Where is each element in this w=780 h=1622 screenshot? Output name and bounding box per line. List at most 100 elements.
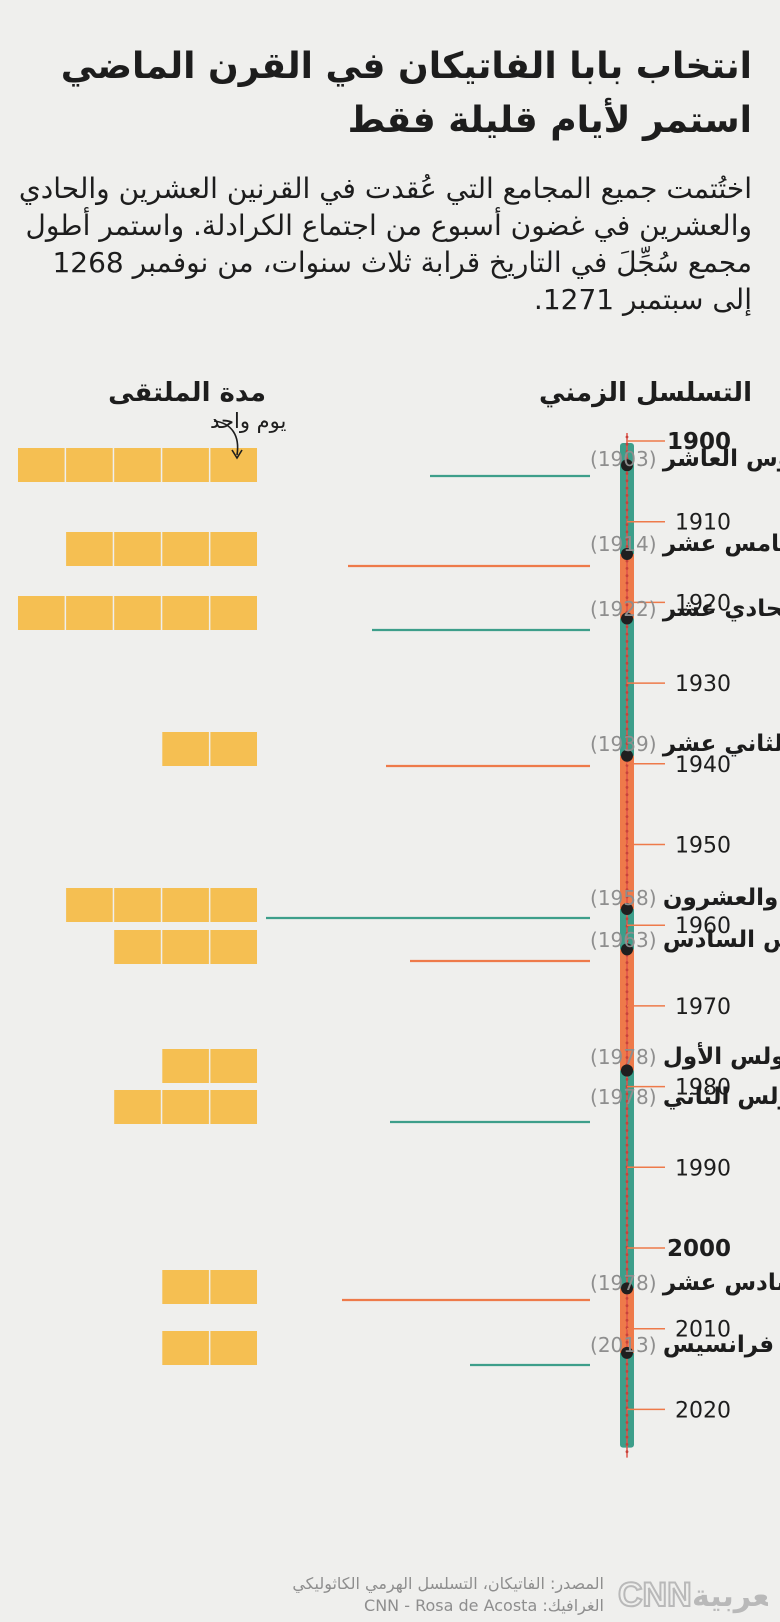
- duration-day-block: [114, 596, 161, 630]
- timeline-dot: [625, 1275, 629, 1278]
- pope-year: (1978): [590, 1085, 663, 1109]
- pope-name: بيوس الثاني عشر: [662, 731, 780, 757]
- timeline-dot: [625, 727, 629, 731]
- axis-label-1940: 1940: [675, 753, 731, 778]
- pope-marker-1: [621, 547, 633, 560]
- timeline-dot: [625, 1253, 629, 1256]
- duration-header: مدة الملتقى: [108, 378, 266, 408]
- duration-day-block: [162, 732, 209, 766]
- timeline-dot: [625, 1238, 629, 1242]
- one-day-arrowhead: [231, 449, 243, 460]
- pope-label-9: فرانسيس (2013): [590, 1332, 774, 1358]
- pope-year: (1914): [590, 532, 663, 556]
- timeline-dot: [625, 1421, 629, 1424]
- timeline-dot: [625, 866, 629, 870]
- timeline-dot: [625, 486, 629, 490]
- timeline-dot: [625, 523, 629, 526]
- timeline-dot: [625, 1260, 629, 1264]
- timeline-dot: [625, 545, 629, 548]
- timeline-dot: [625, 588, 629, 592]
- timeline-dot: [625, 581, 629, 585]
- timeline-dot: [625, 479, 629, 483]
- timeline-dot: [625, 1202, 629, 1205]
- pope-marker-0: [621, 459, 633, 472]
- timeline-dot: [625, 873, 629, 877]
- timeline-dot: [625, 1143, 629, 1147]
- timeline-dot: [625, 537, 629, 541]
- timeline-dot: [625, 1107, 629, 1110]
- timeline-dot: [625, 713, 629, 716]
- axis-label-1990: 1990: [675, 1156, 731, 1181]
- timeline-dot: [625, 654, 629, 658]
- timeline-dot: [625, 975, 629, 979]
- pope-label-8: بندكت السادس عشر (1978): [590, 1270, 780, 1296]
- timeline-dot: [625, 494, 629, 497]
- logo-text: CNN: [618, 1576, 692, 1614]
- axis-label-2010: 2010: [675, 1318, 731, 1343]
- timeline-dot: [625, 501, 629, 505]
- axis-label-1900: 1900: [667, 429, 731, 455]
- duration-day-block: [162, 1090, 209, 1124]
- pope-label-5: بولس السادس (1963): [590, 927, 780, 953]
- timeline-dot: [625, 720, 629, 724]
- timeline-dot: [625, 1187, 629, 1191]
- timeline-dot: [625, 1406, 629, 1410]
- duration-day-block: [66, 448, 113, 482]
- axis-label-2020: 2020: [675, 1398, 731, 1423]
- timeline-dot: [625, 647, 629, 651]
- pope-year: (1963): [590, 928, 663, 952]
- timeline-dot: [625, 567, 629, 570]
- timeline-dot: [625, 771, 629, 775]
- timeline-dot: [625, 1340, 629, 1344]
- pope-name: يوحنا بولس الأول: [663, 1041, 780, 1070]
- timeline-dot: [625, 983, 629, 986]
- pope-name: يوحنا الثالث والعشرون: [663, 885, 780, 911]
- timeline-dot: [625, 932, 629, 935]
- timeline-dot: [625, 1209, 629, 1213]
- pope-marker-9: [621, 1346, 633, 1359]
- timeline-dot: [625, 1121, 629, 1125]
- timeline-dot: [625, 1413, 629, 1417]
- timeline-dot: [625, 442, 629, 446]
- duration-day-block: [114, 448, 161, 482]
- timeline-dot: [625, 1391, 629, 1395]
- timeline-dot: [625, 895, 629, 899]
- duration-day-block: [66, 888, 113, 922]
- timeline-dot: [625, 1026, 629, 1030]
- duration-day-block: [66, 596, 113, 630]
- pope-name: بولس السادس: [663, 927, 780, 953]
- timeline-dot: [625, 851, 629, 855]
- pope-label-3: بيوس الثاني عشر (1939): [590, 731, 780, 757]
- pope-year: (1903): [590, 447, 663, 471]
- timeline-dot: [625, 968, 629, 972]
- duration-day-block: [66, 532, 113, 566]
- pope-marker-8: [621, 1282, 633, 1295]
- pope-label-0: بيوس العاشر (1903): [590, 446, 780, 472]
- timeline-dot: [625, 1443, 629, 1446]
- timeline-dot: [625, 1384, 629, 1388]
- timeline-dot: [625, 1019, 629, 1023]
- page-subtitle: اختُتمت جميع المجامع التي عُقدت في القرن…: [18, 172, 752, 316]
- duration-day-block: [210, 1049, 257, 1083]
- timeline-dot: [625, 1318, 629, 1322]
- timeline-dot: [625, 1129, 629, 1132]
- duration-day-block: [114, 1090, 161, 1124]
- timeline-dot: [625, 625, 629, 629]
- timeline-dot: [625, 917, 629, 921]
- duration-day-block: [210, 888, 257, 922]
- timeline-dot: [625, 1158, 629, 1162]
- timeline-dot: [625, 1267, 629, 1271]
- timeline-dot: [625, 691, 629, 694]
- duration-day-block: [162, 1331, 209, 1365]
- pope-name: بيوس الحادي عشر: [662, 596, 780, 622]
- duration-day-block: [210, 1090, 257, 1124]
- timeline-dot: [625, 807, 629, 811]
- page-title: انتخاب بابا الفاتيكان في القرن الماضي اس…: [60, 46, 752, 141]
- pope-year: (2013): [590, 1333, 663, 1357]
- duration-day-block: [114, 532, 161, 566]
- pope-year: (1978): [590, 1271, 663, 1295]
- timeline-dot: [625, 786, 629, 789]
- timeline-dot: [625, 961, 629, 964]
- duration-day-block: [210, 532, 257, 566]
- timeline-dot: [625, 1048, 629, 1052]
